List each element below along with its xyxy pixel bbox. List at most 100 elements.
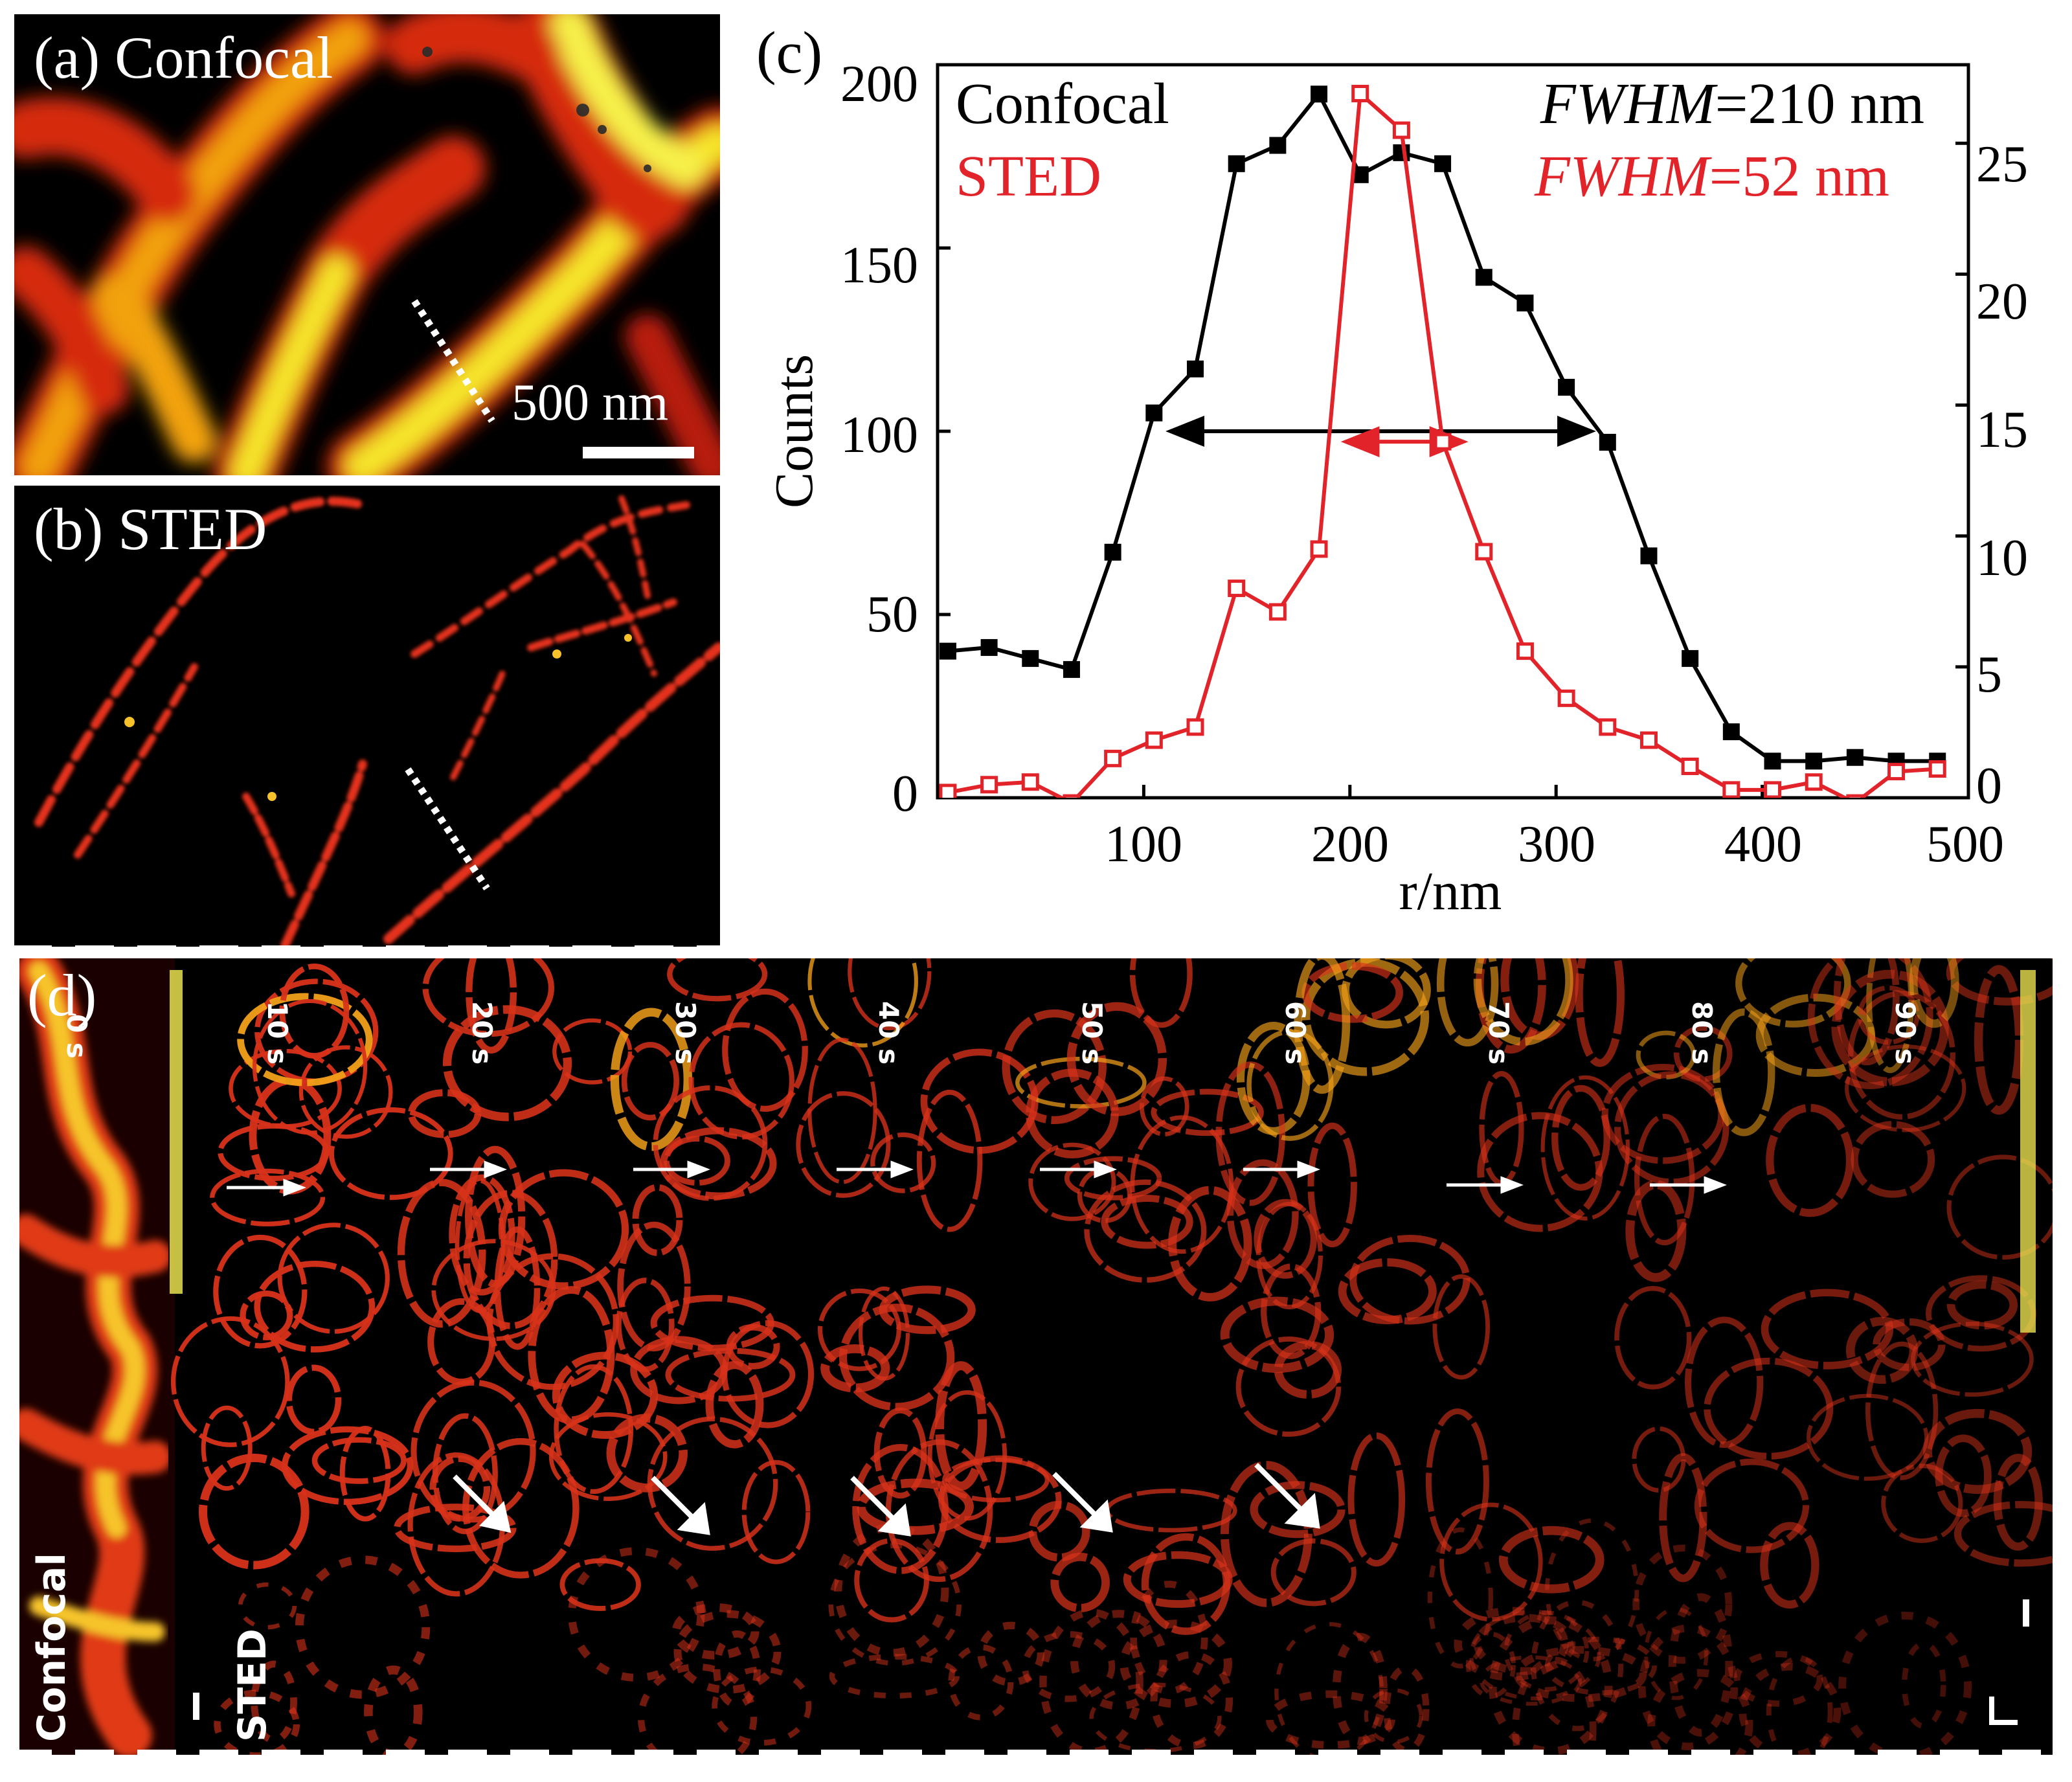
frame-time-2: 20 s [466,1001,498,1065]
network-texture [935,1361,987,1491]
data-point-sted [980,776,998,794]
network-texture [1636,1030,1696,1079]
corner-marker [1989,1697,2018,1725]
network-texture [1755,993,1876,1077]
network-texture [1274,1340,1342,1399]
network-texture [1498,1526,1605,1594]
network-texture [834,1523,949,1657]
network-texture [1946,958,2053,1006]
y2-tick-label: 10 [1976,530,2028,587]
network-texture [449,1174,515,1296]
data-point-confocal [1104,543,1121,561]
network-texture [1632,1544,1733,1664]
data-point-sted [1310,540,1328,558]
network-texture [411,1379,536,1523]
network-texture [630,1336,728,1404]
network-texture [394,1504,517,1553]
network-texture [1168,1186,1252,1302]
data-point-confocal [1558,379,1575,396]
left-axis-ticks: 0 50 100 150 200 [840,56,918,822]
data-point-sted [1268,603,1287,621]
x-tick-label: 100 [1105,816,1182,873]
data-point-confocal [939,642,956,660]
network-texture [1270,1538,1357,1607]
y2-tick-label: 0 [1976,758,2002,815]
network-texture [1220,1296,1334,1373]
network-texture [1974,965,2024,1115]
data-point-sted [1722,781,1740,798]
network-texture [442,1005,572,1122]
data-point-sted [1599,718,1617,736]
network-texture [1301,962,1403,1023]
network-texture [1545,1518,1639,1662]
data-point-sted [1351,84,1369,102]
x-tick-label: 300 [1518,816,1595,873]
network-texture [364,1665,423,1755]
network-texture [240,1290,293,1340]
network-texture [1307,1122,1357,1248]
data-point-sted [1928,760,1946,778]
fwhm-annotations: FWHM=210 nm FWHM=52 nm [1534,72,1924,209]
panel-a-texture [14,14,720,475]
network-texture [552,1351,659,1439]
data-point-sted [1145,731,1163,749]
network-texture [1477,1112,1603,1232]
y-tick-label: 150 [840,237,918,294]
network-texture [494,1226,541,1350]
network-texture [1901,1641,1946,1729]
y2-tick-label: 20 [1976,273,2028,330]
network-texture [1766,1655,1833,1755]
y-tick-label: 100 [840,407,918,464]
network-texture [1274,1622,1384,1755]
network-texture [1866,958,1915,1074]
network-texture [422,958,554,1037]
network-texture [1220,1461,1312,1607]
data-point-sted [1846,794,1864,798]
network-texture [1807,958,1933,1089]
fwhm-name: FWHM [1540,72,1718,136]
network-texture [1684,1316,1764,1449]
network-texture [637,1664,758,1755]
network-texture [1735,958,1851,1028]
confocal-strip [19,958,183,1755]
network-texture [1638,1624,1739,1750]
network-texture [432,1413,498,1535]
data-point-sted [1475,543,1493,561]
network-texture [1632,1426,1686,1493]
network-texture [1739,1663,1841,1755]
frame-time-3: 30 s [670,1001,701,1065]
panel-d-label: (d) [27,962,96,1028]
network-texture [1265,1690,1395,1749]
frame-textures [171,958,2053,1755]
network-texture [237,993,373,1087]
network-texture [977,1621,1045,1687]
x-tick-label: 400 [1724,816,1802,873]
network-texture [277,1223,390,1334]
network-texture [251,1660,297,1744]
network-texture [311,1437,407,1484]
legend: Confocal STED [956,72,1169,209]
network-texture [1084,1179,1207,1283]
network-texture [1993,1454,2043,1551]
network-texture [1946,1280,2018,1330]
network-texture [1439,1502,1543,1622]
network-texture [1425,1408,1489,1555]
y-tick-label: 200 [840,56,918,113]
network-texture [1469,1610,1601,1701]
network-texture [1923,1408,2033,1494]
fwhm-value: =210 nm [1715,72,1924,136]
panel-c-label: (c) [756,19,822,85]
network-texture [1881,1463,1963,1543]
network-texture [621,1042,679,1121]
network-texture [665,1348,796,1402]
network-texture [1643,1607,1709,1700]
network-texture [1151,1088,1264,1136]
legend-entry-confocal: Confocal [956,72,1169,136]
network-texture [198,1454,310,1570]
scale-bar-label: 500 nm [512,374,668,431]
network-texture [528,1286,615,1425]
legend-entry-sted: STED [956,144,1101,209]
network-texture [1364,1688,1423,1744]
network-texture [1851,1121,1935,1198]
panel-b-image [14,486,720,947]
